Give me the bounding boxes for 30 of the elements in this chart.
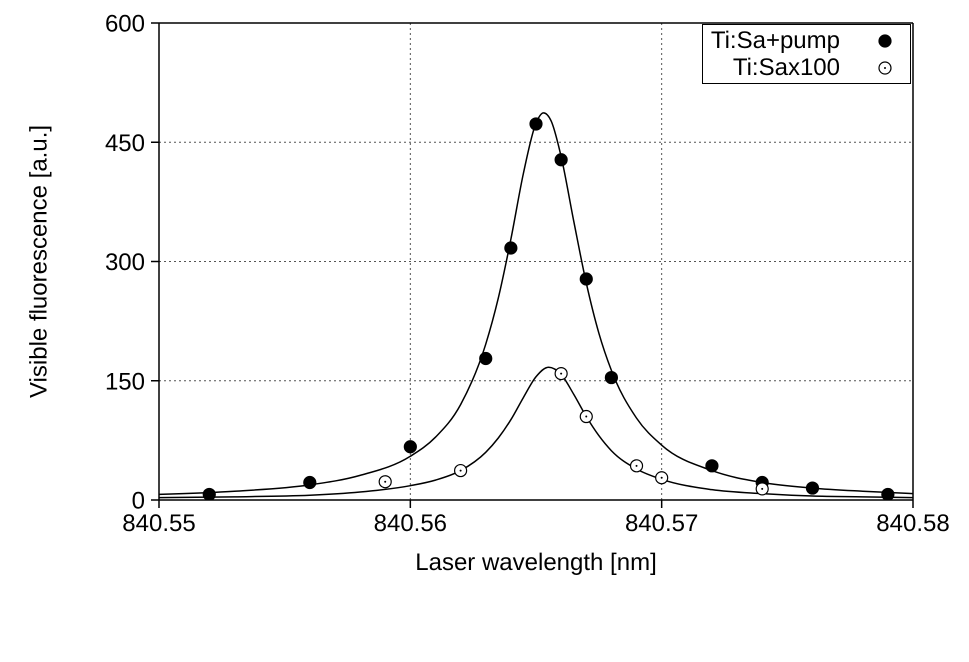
point	[529, 117, 543, 131]
point	[202, 488, 216, 500]
point	[303, 476, 316, 490]
x-tick-label: 840.58	[876, 510, 950, 538]
point	[705, 459, 719, 472]
x-tick-label: 840.57	[624, 510, 698, 538]
point	[580, 410, 593, 424]
y-tick-label: 450	[104, 130, 145, 157]
y-tick-label: 150	[104, 368, 145, 396]
point	[881, 488, 894, 500]
point	[604, 370, 618, 384]
point	[630, 459, 644, 472]
point	[655, 471, 668, 484]
legend-label: Ti:Sax100	[732, 54, 840, 81]
x-tick-label: 840.56	[374, 510, 448, 538]
point	[454, 464, 468, 478]
legend-label: Ti:Sa+pump	[710, 27, 840, 54]
y-tick-label: 300	[104, 249, 145, 276]
point	[806, 481, 820, 495]
point	[580, 272, 593, 286]
point	[554, 366, 568, 380]
point	[554, 153, 568, 166]
point	[378, 475, 392, 488]
y-tick-label: 600	[104, 10, 145, 38]
point	[479, 352, 492, 366]
point	[756, 482, 769, 496]
y-axis-title: Visible fluorescence [a.u.]	[26, 124, 53, 398]
point	[404, 440, 417, 454]
x-axis-title: Laser wavelength [nm]	[415, 549, 657, 576]
point	[504, 241, 518, 255]
